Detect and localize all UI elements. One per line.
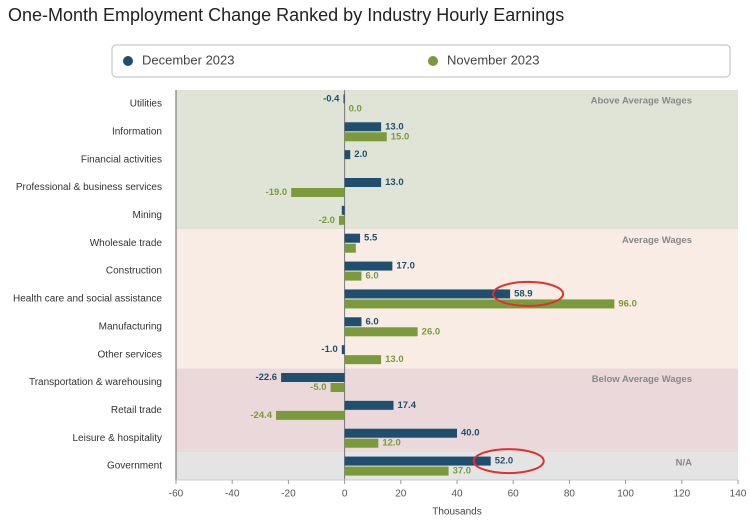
bar bbox=[341, 345, 345, 355]
x-tick-label: 120 bbox=[673, 489, 690, 500]
category-label: Retail trade bbox=[111, 405, 163, 416]
bar bbox=[344, 150, 351, 160]
value-label: -1.0 bbox=[321, 344, 337, 355]
bar bbox=[344, 243, 356, 253]
bar bbox=[291, 188, 345, 197]
bar bbox=[341, 205, 345, 215]
value-label: -5.0 bbox=[310, 382, 326, 393]
value-label: -22.6 bbox=[255, 372, 277, 383]
value-label: 15.0 bbox=[391, 131, 410, 142]
value-label: 40.0 bbox=[461, 428, 480, 439]
bar bbox=[344, 400, 394, 410]
x-tick-label: 20 bbox=[395, 489, 407, 500]
value-label: 13.0 bbox=[385, 121, 404, 132]
legend-label: November 2023 bbox=[447, 52, 540, 67]
x-axis-label: Thousands bbox=[432, 507, 481, 518]
value-label: 13.0 bbox=[385, 177, 404, 188]
bar bbox=[344, 456, 491, 466]
bar bbox=[344, 271, 362, 281]
bar bbox=[344, 355, 382, 365]
bar bbox=[344, 289, 511, 299]
bar bbox=[344, 327, 418, 337]
bar bbox=[344, 428, 457, 438]
bar bbox=[344, 438, 379, 448]
value-label: -0.4 bbox=[323, 93, 340, 104]
bar bbox=[281, 373, 345, 382]
category-label: Utilities bbox=[130, 99, 162, 110]
category-label: Leisure & hospitality bbox=[73, 433, 163, 444]
value-label: 5.5 bbox=[364, 233, 378, 244]
category-label: Health care and social assistance bbox=[13, 294, 162, 305]
category-label: Construction bbox=[106, 266, 162, 277]
bar bbox=[344, 299, 615, 309]
highlight-ellipse bbox=[492, 280, 565, 307]
x-tick-label: 100 bbox=[617, 489, 634, 500]
bar bbox=[344, 317, 362, 327]
x-tick-label: 0 bbox=[342, 489, 348, 500]
category-label: Manufacturing bbox=[99, 321, 162, 332]
bar bbox=[344, 466, 449, 476]
bar bbox=[344, 132, 387, 142]
chart-title: One-Month Employment Change Ranked by In… bbox=[8, 5, 564, 25]
value-label: -24.4 bbox=[250, 410, 272, 421]
category-label: Government bbox=[107, 461, 162, 472]
bar bbox=[344, 233, 361, 243]
bar bbox=[344, 178, 382, 187]
bar bbox=[330, 383, 345, 392]
legend-swatch bbox=[123, 56, 133, 66]
bar bbox=[344, 122, 382, 132]
x-tick-label: -60 bbox=[169, 489, 184, 500]
x-tick-label: -20 bbox=[281, 489, 296, 500]
category-label: Professional & business services bbox=[16, 182, 162, 193]
x-tick-label: 140 bbox=[730, 489, 747, 500]
value-label: 12.0 bbox=[382, 438, 401, 449]
band bbox=[176, 229, 738, 369]
band bbox=[176, 90, 738, 230]
value-label: 17.0 bbox=[396, 261, 415, 272]
value-label: 52.0 bbox=[495, 456, 513, 467]
category-label: Transportation & warehousing bbox=[29, 377, 162, 388]
bar bbox=[338, 215, 345, 225]
value-label: 13.0 bbox=[385, 354, 404, 365]
band-label: Below Average Wages bbox=[592, 374, 692, 385]
value-label: 2.0 bbox=[354, 149, 367, 160]
category-label: Financial activities bbox=[81, 154, 162, 165]
x-tick-label: 60 bbox=[508, 489, 520, 500]
value-label: 96.0 bbox=[618, 298, 637, 309]
value-label: 6.0 bbox=[365, 271, 378, 282]
legend-label: December 2023 bbox=[142, 52, 235, 67]
x-tick-label: 40 bbox=[451, 489, 463, 500]
band-label: N/A bbox=[676, 458, 693, 469]
value-label: 0.0 bbox=[349, 103, 362, 114]
value-label: 58.9 bbox=[514, 288, 533, 299]
category-label: Information bbox=[112, 126, 162, 137]
highlight-ellipse bbox=[472, 448, 545, 475]
legend-swatch bbox=[428, 56, 438, 66]
band bbox=[176, 368, 738, 453]
x-tick-label: -40 bbox=[225, 489, 240, 500]
category-label: Wholesale trade bbox=[90, 238, 163, 249]
value-label: 37.0 bbox=[453, 466, 472, 477]
x-tick-label: 80 bbox=[564, 489, 576, 500]
bar bbox=[276, 410, 345, 420]
value-label: 17.4 bbox=[397, 400, 416, 411]
value-label: 6.0 bbox=[365, 316, 378, 327]
value-label: -2.0 bbox=[319, 215, 335, 226]
legend-box bbox=[111, 44, 731, 78]
bar bbox=[343, 94, 345, 104]
value-label: 26.0 bbox=[422, 326, 441, 337]
category-label: Mining bbox=[133, 210, 162, 221]
category-label: Other services bbox=[98, 349, 162, 360]
bar bbox=[344, 261, 393, 271]
band-label: Above Average Wages bbox=[591, 96, 692, 107]
band-label: Average Wages bbox=[622, 235, 692, 246]
value-label: -19.0 bbox=[266, 187, 288, 198]
